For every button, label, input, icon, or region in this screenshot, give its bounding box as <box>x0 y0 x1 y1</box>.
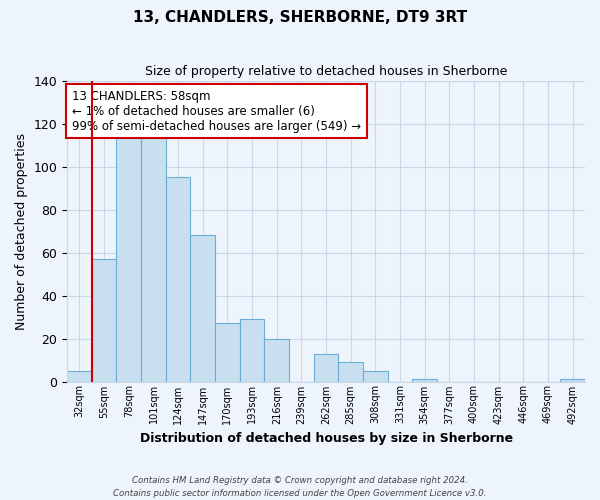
Y-axis label: Number of detached properties: Number of detached properties <box>15 132 28 330</box>
Bar <box>166 178 190 382</box>
Bar <box>560 380 585 382</box>
Bar <box>141 132 166 382</box>
Bar <box>190 236 215 382</box>
X-axis label: Distribution of detached houses by size in Sherborne: Distribution of detached houses by size … <box>140 432 512 445</box>
Bar <box>338 362 363 382</box>
Text: Contains HM Land Registry data © Crown copyright and database right 2024.
Contai: Contains HM Land Registry data © Crown c… <box>113 476 487 498</box>
Bar <box>363 371 388 382</box>
Bar <box>215 324 240 382</box>
Title: Size of property relative to detached houses in Sherborne: Size of property relative to detached ho… <box>145 65 507 78</box>
Bar <box>67 371 92 382</box>
Bar <box>314 354 338 382</box>
Bar <box>265 338 289 382</box>
Text: 13, CHANDLERS, SHERBORNE, DT9 3RT: 13, CHANDLERS, SHERBORNE, DT9 3RT <box>133 10 467 25</box>
Bar <box>92 259 116 382</box>
Bar <box>116 134 141 382</box>
Text: 13 CHANDLERS: 58sqm
← 1% of detached houses are smaller (6)
99% of semi-detached: 13 CHANDLERS: 58sqm ← 1% of detached hou… <box>73 90 361 132</box>
Bar <box>412 380 437 382</box>
Bar <box>240 319 265 382</box>
